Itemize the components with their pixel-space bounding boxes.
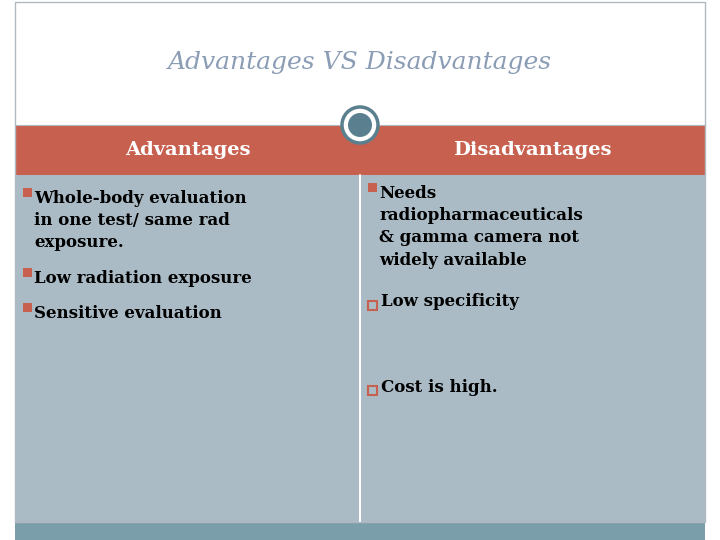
Text: Sensitive evaluation: Sensitive evaluation xyxy=(34,305,222,322)
Bar xyxy=(23,188,32,197)
Bar xyxy=(361,175,705,522)
Bar xyxy=(23,268,32,277)
Text: Cost is high.: Cost is high. xyxy=(381,379,498,395)
Circle shape xyxy=(348,113,372,137)
Text: Needs
radiopharmaceuticals
& gamma camera not
widely available: Needs radiopharmaceuticals & gamma camer… xyxy=(379,185,582,268)
Bar xyxy=(15,125,705,175)
Text: Advantages VS Disadvantages: Advantages VS Disadvantages xyxy=(168,51,552,75)
Circle shape xyxy=(342,107,378,143)
Bar xyxy=(368,301,377,310)
Text: Advantages: Advantages xyxy=(125,141,251,159)
Text: Disadvantages: Disadvantages xyxy=(454,141,612,159)
Bar xyxy=(368,386,377,395)
Bar xyxy=(15,0,705,125)
Bar xyxy=(15,175,359,522)
Bar xyxy=(23,303,32,312)
Bar xyxy=(15,522,705,540)
Text: Whole-body evaluation
in one test/ same rad
exposure.: Whole-body evaluation in one test/ same … xyxy=(34,190,247,252)
Text: Low radiation exposure: Low radiation exposure xyxy=(34,270,252,287)
Bar xyxy=(368,183,377,192)
Text: Low specificity: Low specificity xyxy=(381,294,519,310)
